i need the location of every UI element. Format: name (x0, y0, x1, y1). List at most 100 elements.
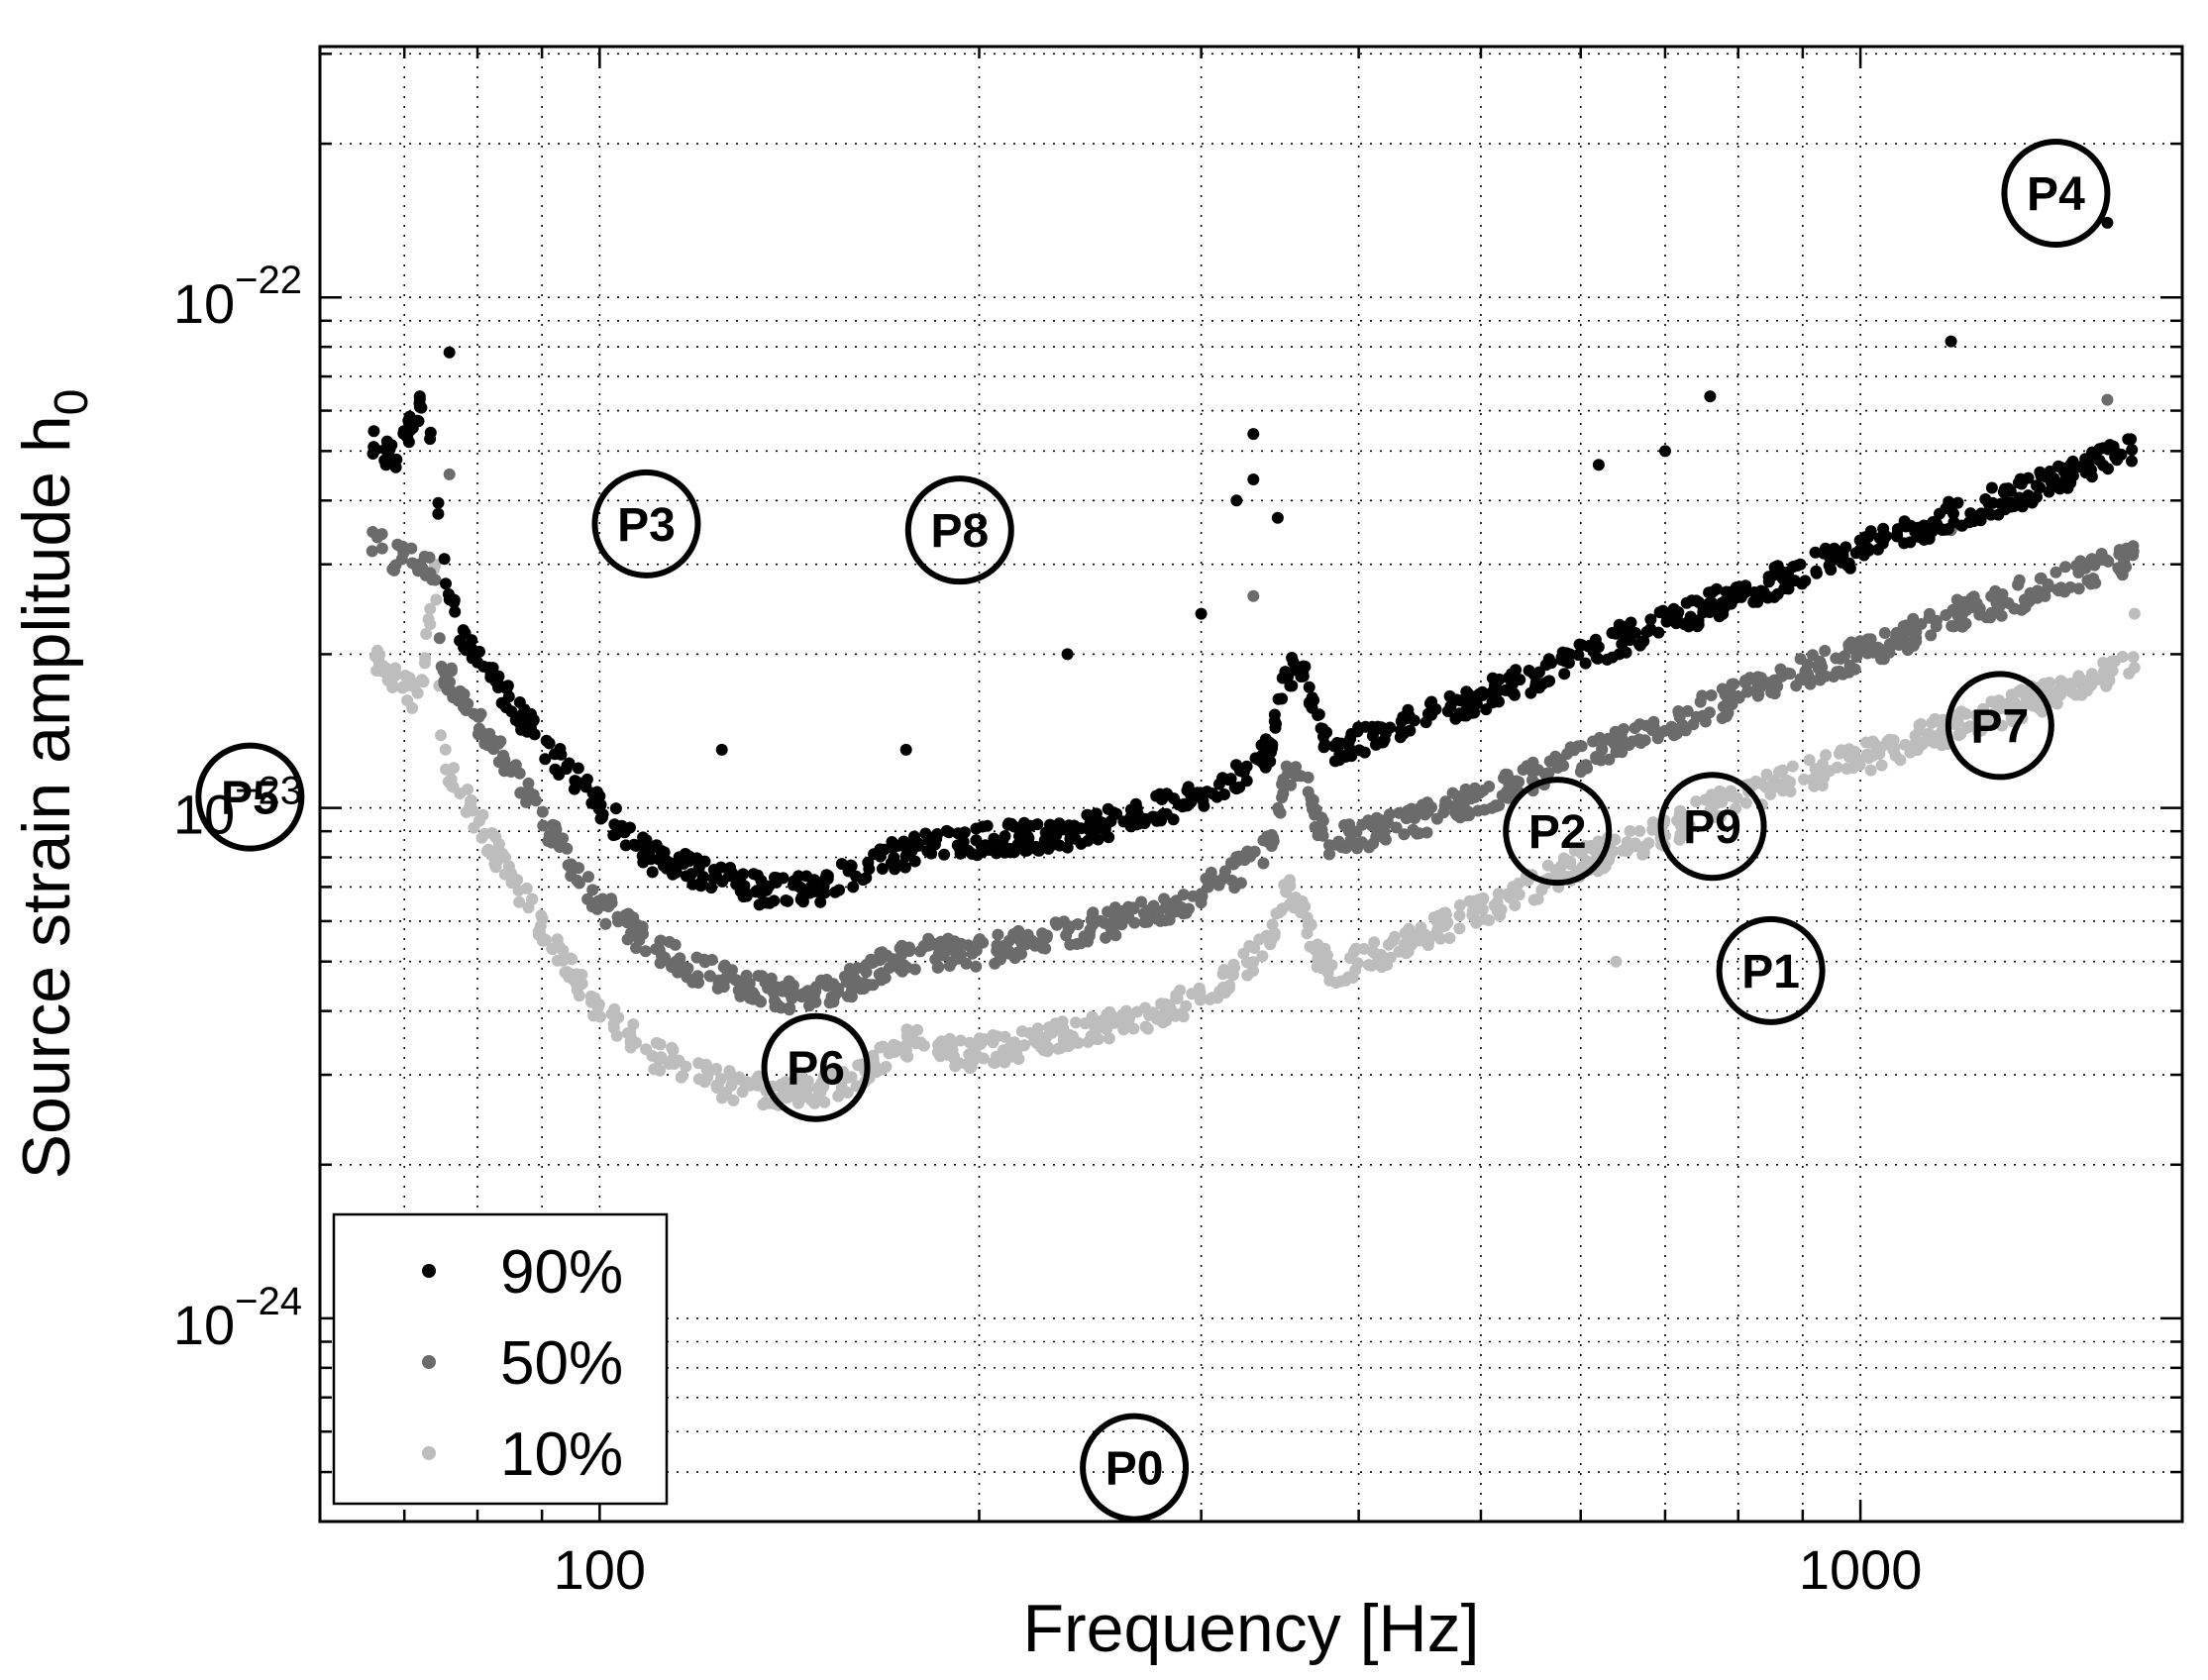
data-point (1266, 918, 1279, 931)
data-point (809, 985, 822, 998)
data-point (522, 777, 535, 789)
data-point (2009, 696, 2022, 709)
data-point (1400, 712, 1413, 725)
data-point (1110, 807, 1123, 820)
data-point (653, 1053, 666, 1066)
data-point (666, 1041, 679, 1054)
data-point (1683, 819, 1696, 832)
data-point (814, 895, 827, 908)
data-point (2022, 472, 2035, 484)
data-point (1031, 818, 1044, 831)
data-point (1368, 936, 1381, 949)
data-point (609, 802, 622, 815)
data-point (432, 507, 445, 520)
data-point (1954, 705, 1967, 718)
data-point (1646, 816, 1659, 829)
data-point (1926, 716, 1939, 729)
data-point (526, 892, 539, 905)
data-point (1900, 520, 1913, 533)
data-point (1506, 679, 1519, 690)
data-point (1316, 814, 1329, 827)
data-point (1653, 606, 1666, 619)
data-point (1177, 889, 1190, 901)
data-point (1579, 657, 1592, 670)
data-point (1867, 646, 1880, 659)
data-point (1981, 506, 1994, 519)
data-point (1019, 938, 1032, 951)
data-point (847, 881, 860, 893)
data-point (466, 634, 478, 647)
data-point (448, 762, 460, 775)
data-point (2072, 560, 2085, 573)
data-point-outlier (1704, 390, 1717, 403)
data-point (1878, 627, 1891, 639)
data-point (1557, 759, 1570, 772)
data-point (1624, 825, 1636, 837)
data-point (473, 710, 485, 723)
data-point (1274, 806, 1287, 819)
data-point (1085, 913, 1098, 926)
data-point (1468, 782, 1481, 794)
data-point (1453, 909, 1466, 922)
data-point (1864, 764, 1877, 777)
data-point (705, 882, 718, 894)
data-point (462, 697, 474, 710)
data-point (991, 939, 1003, 952)
data-point (473, 722, 485, 735)
data-point (2013, 491, 2026, 504)
data-point (660, 862, 673, 875)
data-point (1019, 845, 1031, 857)
data-point-outlier (443, 468, 456, 480)
data-point (1299, 900, 1312, 913)
data-point (1876, 537, 1889, 550)
data-point (650, 839, 663, 852)
data-point (2089, 577, 2102, 589)
data-point (827, 996, 840, 1008)
data-point (1673, 833, 1686, 846)
data-point (764, 896, 776, 909)
data-point (2080, 456, 2093, 469)
data-point (1007, 928, 1020, 941)
data-point (1986, 716, 1999, 728)
data-point (1218, 788, 1230, 800)
data-point (759, 1096, 772, 1108)
y-tick-label-base: 10 (173, 784, 235, 846)
data-point (458, 624, 471, 637)
data-point (1606, 651, 1619, 664)
data-point (639, 846, 652, 858)
legend-label: 50% (500, 1329, 623, 1398)
data-point (1835, 744, 1847, 757)
data-point (1010, 1045, 1023, 1058)
data-point (1790, 680, 1803, 692)
data-point (424, 618, 437, 631)
pulsar-marker-p8: P8 (904, 475, 1014, 585)
data-point (1147, 1006, 1160, 1019)
data-point (1272, 692, 1285, 705)
series-90pct (367, 216, 2139, 911)
data-point (1085, 1029, 1098, 1042)
data-point (1047, 838, 1060, 851)
data-point (1420, 826, 1433, 839)
data-point (680, 1060, 692, 1073)
data-point (818, 1096, 831, 1108)
data-point-outlier (2101, 216, 2114, 229)
data-point (1691, 620, 1704, 633)
pulsar-label: P3 (617, 499, 676, 552)
data-point (1400, 809, 1412, 822)
data-point (1160, 1014, 1173, 1027)
data-point (911, 837, 924, 850)
data-point (586, 884, 599, 896)
data-point (610, 1029, 623, 1042)
data-point (1185, 795, 1198, 808)
data-point (777, 985, 789, 998)
data-point (1483, 781, 1496, 792)
data-point (1923, 727, 1936, 740)
data-point (1329, 977, 1342, 990)
data-point (1694, 695, 1707, 708)
data-point (1707, 585, 1720, 598)
data-point (826, 979, 838, 992)
data-point (1131, 1005, 1143, 1018)
data-point (858, 981, 870, 994)
data-point (1343, 825, 1355, 838)
